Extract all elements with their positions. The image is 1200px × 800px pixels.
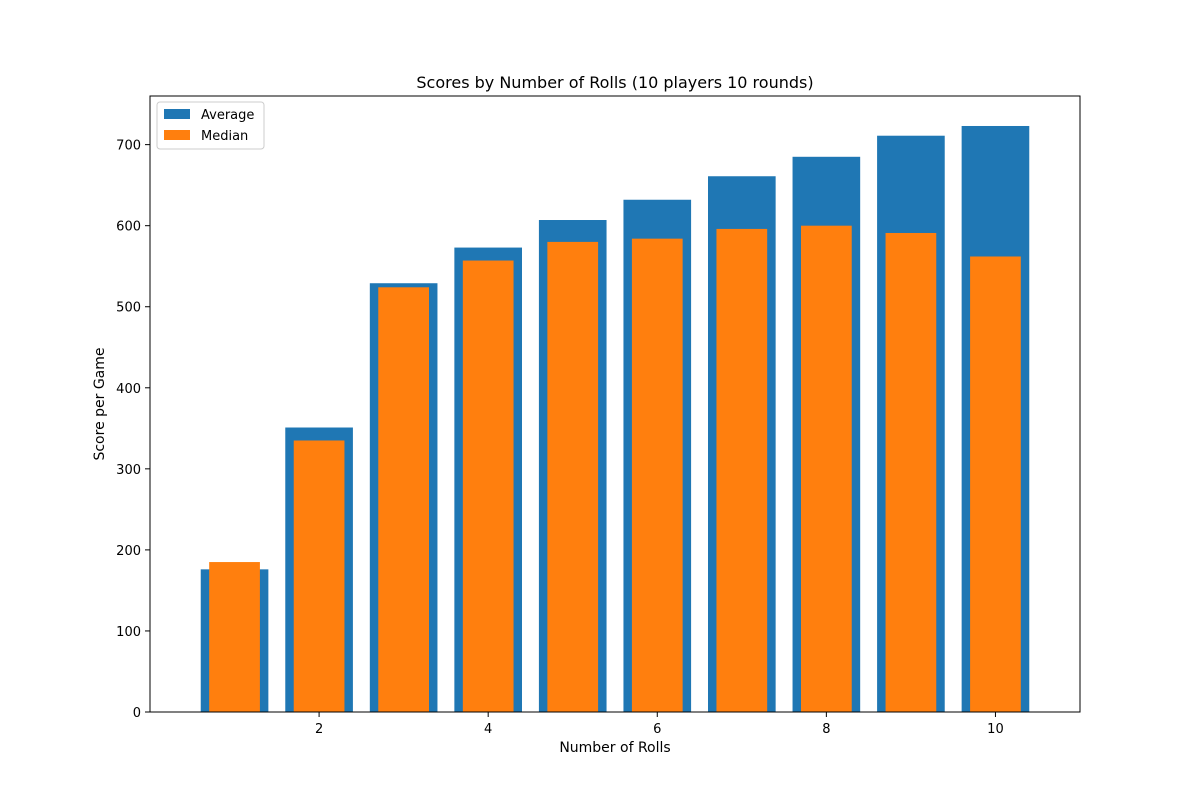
plot-frame: [149, 95, 1081, 713]
x-tick-label: 4: [484, 722, 492, 737]
y-tick-label: 200: [116, 544, 141, 559]
x-axis-ticks: 2 4 6 8 10: [315, 712, 1004, 737]
y-axis-label: Score per Game: [92, 347, 108, 460]
y-tick-label: 500: [116, 301, 141, 316]
y-tick-label: 100: [116, 625, 141, 640]
legend-label-median: Median: [201, 129, 248, 144]
legend: Average Median: [156, 101, 265, 150]
bar-median-7: [716, 228, 768, 712]
chart-title: Scores by Number of Rolls (10 players 10…: [416, 73, 813, 92]
y-axis-ticks: 0 100 200 300 400 500 600 700: [116, 139, 150, 721]
x-tick-label: 6: [653, 722, 661, 737]
x-tick-label: 2: [315, 722, 323, 737]
bar-median-10: [970, 256, 1021, 712]
y-tick-label: 300: [116, 463, 141, 478]
y-tick-label: 600: [116, 220, 141, 235]
bar-median-6: [631, 238, 683, 712]
legend-swatch-average: [164, 109, 190, 119]
bar-median-4: [462, 260, 514, 712]
bar-median-9: [885, 232, 937, 712]
x-axis-label: Number of Rolls: [559, 740, 670, 756]
bar-median-1: [209, 562, 260, 712]
bars-layer: [200, 125, 1030, 713]
legend-label-average: Average: [201, 108, 254, 123]
y-tick-label: 0: [133, 706, 141, 721]
bar-median-3: [378, 287, 429, 712]
legend-swatch-median: [164, 130, 190, 140]
x-tick-label: 8: [822, 722, 830, 737]
y-tick-label: 700: [116, 139, 141, 154]
bar-median-2: [293, 440, 345, 712]
y-tick-label: 400: [116, 382, 141, 397]
x-tick-label: 10: [987, 722, 1004, 737]
bar-median-5: [547, 241, 599, 713]
bar-median-8: [801, 225, 852, 712]
